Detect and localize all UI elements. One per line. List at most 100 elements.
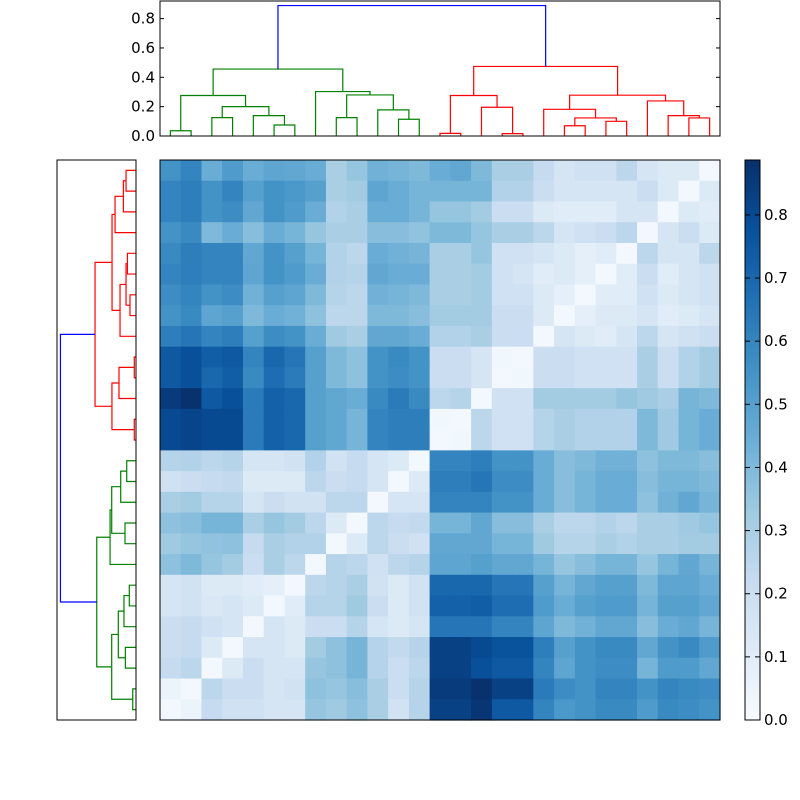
heatmap-cell	[367, 325, 389, 348]
heatmap-cell	[471, 305, 493, 327]
heatmap-cell	[346, 305, 369, 327]
heatmap-cell	[471, 533, 493, 555]
heatmap-cell	[637, 616, 659, 638]
heatmap-cell	[408, 408, 431, 431]
heatmap-cell	[595, 180, 617, 203]
heatmap-cell	[180, 595, 203, 617]
heatmap-cell	[491, 201, 514, 223]
heatmap-cell	[408, 367, 431, 389]
heatmap-cell	[263, 305, 286, 327]
heatmap-cell	[616, 657, 638, 680]
heatmap-cell	[678, 429, 700, 451]
heatmap-cell	[512, 346, 534, 369]
heatmap-cell	[325, 201, 348, 223]
heatmap-cell	[512, 678, 534, 700]
heatmap-cell	[388, 305, 410, 327]
heatmap-cell	[180, 574, 203, 597]
heatmap-cell	[388, 471, 410, 493]
heatmap-cell	[595, 408, 617, 431]
top-dendrogram-yaxis: 0.0 0.2 0.4 0.6 0.8	[131, 10, 720, 145]
heatmap-cell	[367, 305, 389, 327]
heatmap-cell	[699, 180, 721, 203]
heatmap-cell	[637, 242, 659, 265]
heatmap-cell	[284, 678, 306, 700]
heatmap-cell	[325, 699, 348, 721]
heatmap-cell	[512, 574, 534, 597]
heatmap-cell	[429, 429, 451, 451]
heatmap-cell	[201, 388, 223, 410]
heatmap-cell	[429, 305, 451, 327]
heatmap-cell	[408, 512, 431, 534]
heatmap-cell	[222, 284, 244, 306]
heatmap-cell	[533, 657, 555, 680]
heatmap-cell	[574, 491, 597, 514]
heatmap-cell	[346, 512, 369, 534]
heatmap-cell	[388, 450, 410, 472]
heatmap-cell	[346, 637, 369, 659]
heatmap-cell	[201, 554, 223, 576]
heatmap-cell	[263, 574, 286, 597]
heatmap-cell	[367, 180, 389, 203]
heatmap-cell	[699, 678, 721, 700]
heatmap-cell	[657, 222, 680, 244]
heatmap-cell	[574, 637, 597, 659]
heatmap-cell	[305, 284, 327, 306]
heatmap-cell	[222, 657, 244, 680]
heatmap-cell	[325, 160, 348, 182]
heatmap-cell	[429, 242, 451, 265]
heatmap-cell	[471, 408, 493, 431]
heatmap-cell	[595, 616, 617, 638]
dendrogram-link	[96, 536, 112, 668]
heatmap-cell	[471, 388, 493, 410]
heatmap-cell	[388, 160, 410, 182]
heatmap-cell	[491, 491, 514, 514]
heatmap-cell	[242, 263, 265, 286]
heatmap-cell	[263, 595, 286, 617]
top-dendrogram	[169, 4, 711, 136]
heatmap-cell	[325, 367, 348, 389]
heatmap-cell	[201, 512, 223, 534]
heatmap-cell	[388, 512, 410, 534]
heatmap-cell	[699, 305, 721, 327]
heatmap-cell	[222, 491, 244, 514]
heatmap-cell	[408, 574, 431, 597]
heatmap-cell	[180, 471, 203, 493]
heatmap-cell	[574, 533, 597, 555]
heatmap-cell	[305, 242, 327, 265]
heatmap-cell	[616, 263, 638, 286]
heatmap-cell	[429, 450, 451, 472]
heatmap-cell	[616, 616, 638, 638]
heatmap-cell	[657, 367, 680, 389]
heatmap-cell	[533, 491, 555, 514]
heatmap-cell	[616, 284, 638, 306]
heatmap-cell	[491, 367, 514, 389]
heatmap-cell	[263, 408, 286, 431]
heatmap-cell	[699, 284, 721, 306]
heatmap-cell	[450, 222, 472, 244]
heatmap-cell	[160, 305, 182, 327]
colorbar-tick-label: 0.0	[764, 711, 788, 729]
heatmap-cell	[222, 180, 244, 203]
dendrogram-link	[111, 486, 126, 534]
heatmap-cell	[471, 429, 493, 451]
dendrogram-link	[118, 366, 136, 400]
heatmap-cell	[678, 263, 700, 286]
heatmap-cell	[408, 160, 431, 182]
heatmap-cell	[554, 554, 576, 576]
heatmap-cell	[471, 450, 493, 472]
heatmap	[160, 160, 721, 721]
heatmap-cell	[242, 657, 265, 680]
heatmap-cell	[533, 512, 555, 534]
heatmap-cell	[512, 180, 534, 203]
dendrogram-link	[277, 4, 547, 70]
heatmap-cell	[678, 699, 700, 721]
heatmap-cell	[616, 305, 638, 327]
dendrogram-link	[129, 294, 136, 317]
heatmap-cell	[325, 284, 348, 306]
heatmap-cell	[595, 284, 617, 306]
heatmap-cell	[616, 471, 638, 493]
heatmap-cell	[657, 699, 680, 721]
heatmap-cell	[595, 574, 617, 597]
heatmap-cell	[637, 305, 659, 327]
heatmap-cell	[284, 616, 306, 638]
